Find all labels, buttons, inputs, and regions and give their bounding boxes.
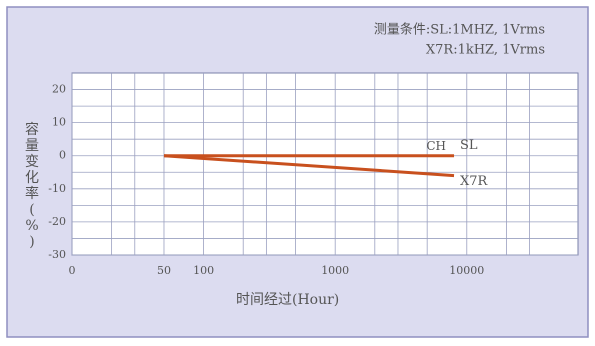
- x-tick-label: 10000: [449, 264, 484, 277]
- series-line: [163, 154, 455, 178]
- y-tick-label: -20: [48, 215, 66, 228]
- x-axis-label: 时间经过(Hour): [236, 292, 339, 308]
- series-label: X7R: [460, 174, 489, 189]
- x-tick-label: 100: [193, 264, 214, 277]
- y-axis-label: 容量变化率(%): [25, 121, 39, 250]
- y-tick-label: -10: [48, 182, 66, 195]
- y-tick-label: 10: [52, 116, 66, 129]
- series-label: SL: [460, 138, 478, 153]
- x-tick-label: 50: [157, 264, 171, 277]
- annotation: 测量条件:SL:1MHZ, 1Vrms: [374, 22, 545, 38]
- y-tick-label: 0: [59, 149, 66, 162]
- annotation: CH: [426, 139, 446, 153]
- x-tick-label: 0: [69, 264, 76, 277]
- x-tick-label: 1000: [321, 264, 349, 277]
- y-tick-label: -30: [48, 248, 66, 261]
- plot-area: [71, 72, 579, 256]
- annotation: X7R:1kHZ, 1Vrms: [426, 43, 545, 58]
- y-tick-label: 20: [52, 83, 66, 96]
